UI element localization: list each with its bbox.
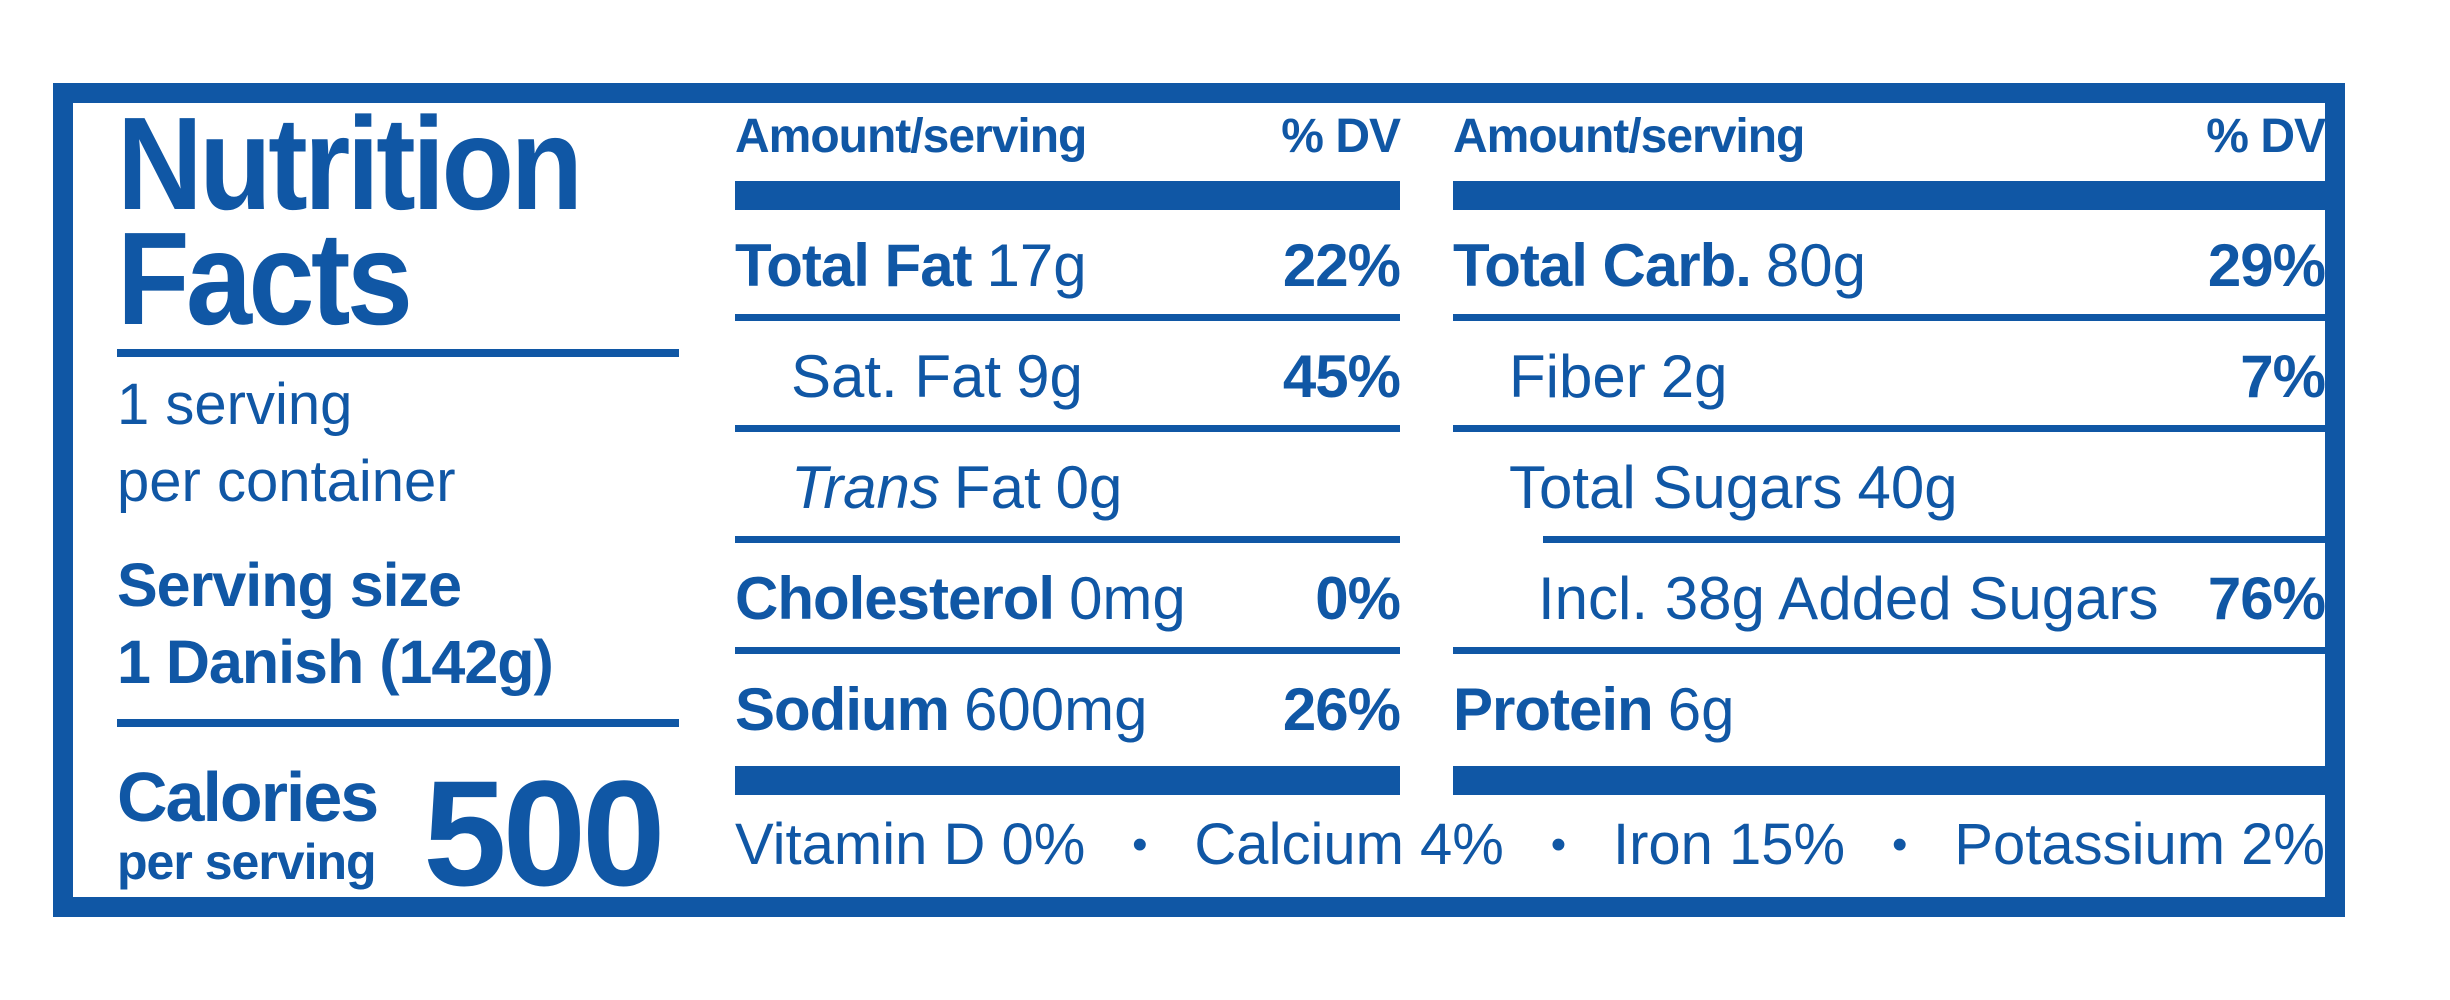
label-content: Nutrition Facts 1 serving per container …	[73, 98, 2326, 917]
row-cholesterol: Cholesterol 0mg 0%	[735, 543, 1401, 654]
nutrient-amount: 40g	[1857, 454, 1958, 521]
nutrient-name-italic: Trans	[791, 454, 940, 521]
row-total-carb: Total Carb. 80g 29%	[1453, 210, 2326, 321]
vitamin-d-value: Vitamin D 0%	[735, 812, 1086, 877]
row-sat-fat: Sat. Fat 9g 45%	[735, 321, 1401, 432]
bullet-separator: •	[1132, 819, 1148, 869]
middle-column-bottom-bar	[735, 766, 1400, 795]
serving-size-value: 1 Danish (142g)	[117, 628, 554, 697]
nutrient-name: Sodium	[735, 676, 950, 743]
header-bar	[735, 181, 1400, 210]
bullet-separator: •	[1550, 819, 1567, 869]
header-bar	[1453, 181, 2325, 210]
nutrient-dv: 45%	[1282, 343, 1401, 410]
row-protein: Protein 6g	[1453, 654, 2325, 765]
separator-line	[1453, 647, 2325, 654]
nutrient-amount: 2g	[1660, 343, 1728, 410]
nutrient-name: Total Carb.	[1453, 232, 1752, 299]
right-column-header: Amount/serving % DV	[1453, 103, 2326, 181]
serving-size: Serving size 1 Danish (142g)	[117, 547, 554, 702]
nutrient-amount: 9g	[1016, 343, 1083, 410]
servings-line1: 1 serving	[117, 372, 353, 437]
percent-dv-header: % DV	[2206, 110, 2326, 163]
servings-per-container: 1 serving per container	[117, 367, 456, 520]
separator-line	[1453, 314, 2325, 321]
percent-dv-header: % DV	[1281, 110, 1401, 163]
bullet-separator: •	[1892, 819, 1908, 869]
serving-size-label: Serving size	[117, 551, 462, 619]
nutrient-amount: 0g	[1055, 454, 1123, 521]
nutrient-dv: 0%	[1315, 565, 1401, 632]
row-total-fat: Total Fat 17g 22%	[735, 210, 1401, 321]
servings-line2: per container	[117, 448, 456, 514]
row-fiber: Fiber 2g 7%	[1453, 321, 2326, 432]
nutrient-name: Sat. Fat	[791, 343, 1002, 410]
nutrient-name: Protein	[1453, 676, 1654, 743]
separator-line	[735, 647, 1400, 654]
column-gap	[1400, 766, 1453, 795]
row-trans-fat: Trans Fat 0g	[735, 432, 1400, 543]
label-footer: Vitamin D 0% • Calcium 4% • Iron 15% • P…	[735, 766, 2325, 878]
row-total-sugars: Total Sugars 40g	[1453, 432, 2325, 543]
separator-line-indented	[1543, 536, 2325, 543]
nutrient-amount: 17g	[986, 232, 1087, 299]
separator-line	[735, 536, 1400, 543]
row-sodium: Sodium 600mg 26%	[735, 654, 1401, 765]
nutrient-name: Incl. 38g Added Sugars	[1538, 565, 2159, 632]
left-column: Nutrition Facts 1 serving per container …	[117, 98, 717, 917]
vitamins-row: Vitamin D 0% • Calcium 4% • Iron 15% • P…	[735, 811, 2325, 878]
middle-rows: Total Fat 17g 22% Sat. Fat 9g 45% Trans …	[735, 210, 1401, 765]
calcium-value: Calcium 4%	[1194, 812, 1504, 877]
nutrition-facts-label: Nutrition Facts 1 serving per container …	[53, 83, 2345, 917]
calories-block: Calories per serving 500	[117, 749, 666, 917]
title-divider	[117, 349, 679, 357]
right-column: Amount/serving % DV Total Carb. 80g 29% …	[1453, 103, 2326, 765]
nutrient-name: Total Sugars	[1509, 454, 1843, 521]
separator-line	[1453, 425, 2325, 432]
nutrient-name: Cholesterol	[735, 565, 1055, 632]
label-title: Nutrition Facts	[117, 90, 747, 352]
nutrient-dv: 29%	[2207, 232, 2326, 299]
nutrient-amount: 0mg	[1069, 565, 1186, 632]
nutrient-name: Fat	[953, 454, 1041, 521]
nutrient-amount: 80g	[1765, 232, 1867, 299]
iron-value: Iron 15%	[1612, 812, 1846, 877]
nutrient-amount: 600mg	[964, 676, 1148, 743]
right-column-bottom-bar	[1453, 766, 2325, 795]
calories-value: 500	[423, 749, 665, 917]
middle-column-header: Amount/serving % DV	[735, 103, 1401, 181]
nutrient-dv: 76%	[2207, 565, 2326, 632]
nutrient-name: Fiber	[1509, 343, 1646, 410]
nutrient-name: Total Fat	[735, 232, 973, 299]
amount-per-serving-header: Amount/serving	[1453, 110, 1805, 163]
nutrient-dv: 22%	[1282, 232, 1401, 299]
calories-label: Calories	[117, 757, 379, 836]
right-rows: Total Carb. 80g 29% Fiber 2g 7% Total Su…	[1453, 210, 2326, 765]
nutrient-dv: 7%	[2240, 343, 2326, 410]
calories-words: Calories per serving	[117, 757, 379, 890]
row-added-sugars: Incl. 38g Added Sugars 76%	[1453, 543, 2326, 654]
calories-sublabel: per serving	[117, 834, 377, 890]
potassium-value: Potassium 2%	[1954, 812, 2325, 877]
separator-line	[735, 425, 1400, 432]
serving-size-divider	[117, 719, 679, 727]
label-title-line1: Nutrition	[117, 90, 583, 237]
nutrient-amount: 6g	[1667, 676, 1735, 743]
middle-column: Amount/serving % DV Total Fat 17g 22% Sa…	[735, 103, 1401, 765]
separator-line	[735, 314, 1400, 321]
nutrient-dv: 26%	[1282, 676, 1401, 743]
label-title-line2: Facts	[117, 204, 413, 352]
amount-per-serving-header: Amount/serving	[735, 110, 1087, 163]
footer-bars	[735, 766, 2325, 795]
